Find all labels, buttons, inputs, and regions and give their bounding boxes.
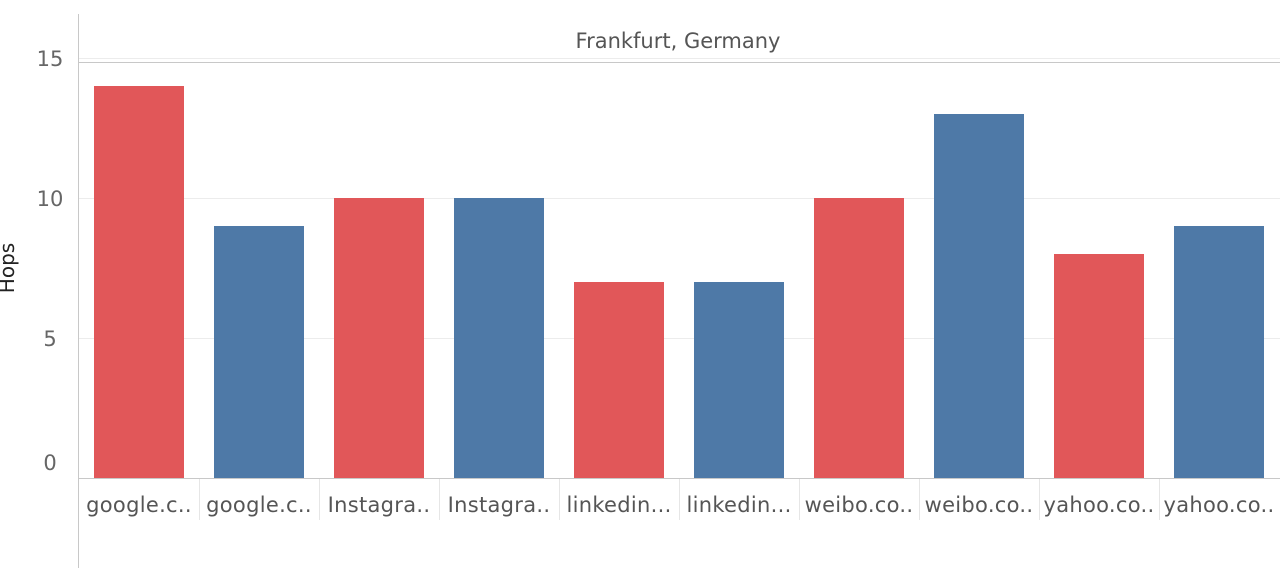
bar[interactable] <box>694 282 784 478</box>
x-category-label: yahoo.co.. <box>1044 493 1155 517</box>
y-axis-label: Hops <box>0 243 19 293</box>
x-category-label: yahoo.co.. <box>1164 493 1275 517</box>
chart-title: Frankfurt, Germany <box>576 29 781 53</box>
x-category-label: Instagra.. <box>448 493 551 517</box>
y-tick-labels: 0 5 10 15 <box>37 47 64 475</box>
x-category-label: linkedin... <box>686 493 791 517</box>
bar[interactable] <box>1174 226 1264 478</box>
y-tick-label: 10 <box>37 187 64 211</box>
y-tick-label: 15 <box>37 47 64 71</box>
x-category-label: google.c.. <box>206 493 312 517</box>
bar[interactable] <box>94 86 184 478</box>
bar[interactable] <box>334 198 424 478</box>
bar[interactable] <box>214 226 304 478</box>
x-category-label: Instagra.. <box>328 493 431 517</box>
x-category-label: linkedin... <box>566 493 671 517</box>
x-category-label: weibo.co.. <box>805 493 914 517</box>
bar[interactable] <box>1054 254 1144 478</box>
x-category-labels: google.c.. google.c.. Instagra.. Instagra..… <box>86 479 1274 520</box>
x-category-label: weibo.co.. <box>925 493 1034 517</box>
bar[interactable] <box>574 282 664 478</box>
bar[interactable] <box>454 198 544 478</box>
bar[interactable] <box>934 114 1024 478</box>
y-tick-label: 5 <box>43 327 56 351</box>
x-category-label: google.c.. <box>86 493 192 517</box>
y-tick-label: 0 <box>43 451 56 475</box>
bar[interactable] <box>814 198 904 478</box>
bars <box>94 86 1264 478</box>
